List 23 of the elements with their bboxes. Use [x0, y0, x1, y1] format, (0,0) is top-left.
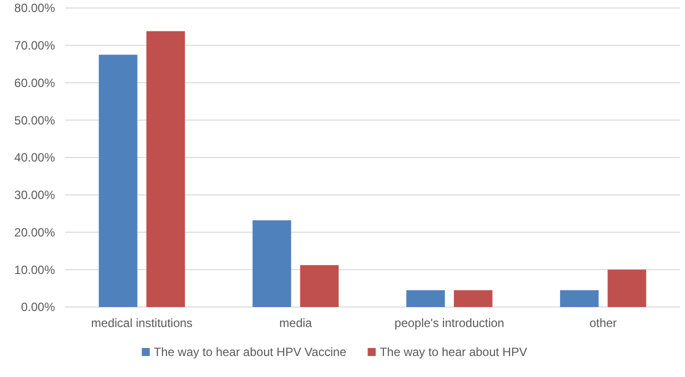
y-tick-label: 40.00% — [14, 150, 56, 165]
bar — [406, 290, 445, 307]
bar — [98, 54, 138, 307]
y-tick-label: 20.00% — [14, 225, 56, 240]
x-tick-label: other — [589, 316, 617, 330]
x-tick-label: medical institutions — [91, 316, 193, 330]
y-tick-label: 30.00% — [14, 188, 56, 202]
x-tick-label: people's introduction — [394, 316, 504, 330]
x-tick-label: media — [279, 316, 312, 330]
bar — [300, 265, 339, 307]
bar — [560, 290, 599, 307]
y-tick-label: 10.00% — [14, 262, 56, 277]
y-tick-label: 50.00% — [14, 113, 56, 128]
bar — [608, 270, 646, 307]
y-tick-label: 70.00% — [14, 38, 56, 53]
bar — [252, 220, 292, 307]
bar — [454, 290, 492, 307]
bar — [146, 31, 185, 307]
y-tick-label: 80.00% — [14, 1, 56, 16]
legend-label: The way to hear about HPV Vaccine — [154, 345, 347, 359]
y-tick-label: 60.00% — [14, 76, 56, 90]
legend-label: The way to hear about HPV — [380, 345, 528, 359]
y-tick-label: 0.00% — [20, 300, 56, 314]
